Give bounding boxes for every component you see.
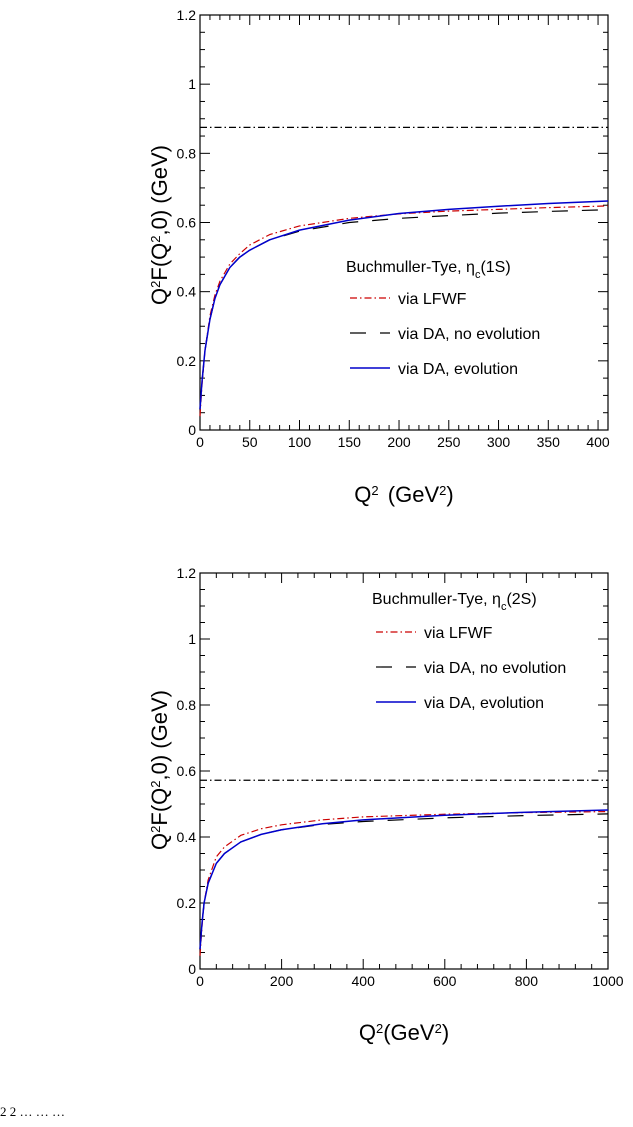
chart-1-panel: 0 50 100 150 200 250 300 350 400 0 0.2 0.4 0.6 0.8 1 1.… bbox=[147, 7, 610, 507]
chart-2-x-tick-label: 800 bbox=[515, 973, 539, 989]
figure-caption: 2 2 … … … bbox=[0, 1104, 65, 1119]
chart-2-panel: 0 200 400 600 800 1000 0 0.2 0.4 0.6 0.8 1 1.2 Q2F(Q… bbox=[147, 565, 624, 1045]
chart-2-x-tick-label: 400 bbox=[352, 973, 376, 989]
chart-1-x-tick-label: 0 bbox=[196, 434, 204, 450]
chart-1-x-tick-label: 350 bbox=[537, 434, 561, 450]
chart-1-x-tick-label: 250 bbox=[437, 434, 461, 450]
chart-2-x-tick-label: 0 bbox=[196, 973, 204, 989]
chart-1-ticks: 0 50 100 150 200 250 300 350 400 0 0.2 0.4 0.6 0.8 1 1.… bbox=[177, 7, 610, 450]
chart-1-y-tick-label: 0.4 bbox=[177, 284, 197, 300]
chart-1-legend: Buchmuller-Tye, ηc(1S) via LFWF via DA, … bbox=[346, 259, 540, 378]
chart-2-legend-title: Buchmuller-Tye, ηc(2S) bbox=[372, 591, 537, 613]
chart-1-series-group bbox=[199, 126, 609, 417]
chart-2-series-lfwf-line bbox=[199, 810, 609, 956]
chart-2-y-tick-label: 0.6 bbox=[177, 763, 197, 779]
chart-2-series-da-evo-line bbox=[199, 809, 609, 950]
chart-1-legend-title: Buchmuller-Tye, ηc(1S) bbox=[346, 259, 511, 281]
chart-1-y-tick-label: 0.8 bbox=[177, 145, 197, 161]
chart-1-y-tick-label: 0.6 bbox=[177, 215, 197, 231]
chart-1-y-tick-label: 0.2 bbox=[177, 353, 197, 369]
chart-2-y-tick-label: 0.2 bbox=[177, 895, 197, 911]
chart-2-y-tick-label: 1 bbox=[188, 631, 196, 647]
chart-1-x-tick-label: 100 bbox=[288, 434, 312, 450]
chart-1-x-tick-label: 150 bbox=[338, 434, 362, 450]
chart-1-legend-label-da-noevo: via DA, no evolution bbox=[398, 326, 540, 343]
chart-1-y-tick-label: 1.2 bbox=[177, 7, 197, 23]
chart-2-x-axis-title: Q2(GeV2) bbox=[359, 1020, 449, 1045]
chart-1-y-axis-title: Q2F(Q2,0) (GeV) bbox=[147, 145, 172, 305]
chart-2-legend: Buchmuller-Tye, ηc(2S) via LFWF via DA, … bbox=[372, 591, 566, 712]
chart-1-x-tick-label: 200 bbox=[387, 434, 411, 450]
chart-1-series-lfwf-line bbox=[199, 205, 609, 417]
chart-2-plot-frame bbox=[199, 572, 609, 970]
chart-1-y-tick-label: 0 bbox=[188, 422, 196, 438]
chart-1-x-tick-label: 400 bbox=[586, 434, 610, 450]
chart-1-series-da-noevo-line bbox=[199, 209, 609, 410]
chart-2-y-tick-label: 1.2 bbox=[177, 565, 197, 581]
chart-2-ticks: 0 200 400 600 800 1000 0 0.2 0.4 0.6 0.8 1 1.2 bbox=[177, 565, 624, 989]
chart-2-y-tick-label: 0.8 bbox=[177, 697, 197, 713]
chart-1-x-tick-label: 300 bbox=[487, 434, 511, 450]
chart-2-y-tick-label: 0.4 bbox=[177, 829, 197, 845]
chart-2-y-axis-title: Q2F(Q2,0) (GeV) bbox=[147, 690, 172, 850]
chart-1-series-da-evo-line bbox=[199, 200, 609, 410]
chart-2-legend-label-lfwf: via LFWF bbox=[424, 625, 493, 642]
chart-1-x-tick-label: 50 bbox=[242, 434, 258, 450]
chart-1-x-axis-title: Q2 (GeV2) bbox=[354, 482, 453, 507]
chart-2-x-tick-label: 200 bbox=[270, 973, 294, 989]
chart-1-legend-label-da-evo: via DA, evolution bbox=[398, 361, 518, 378]
chart-1-y-tick-label: 1 bbox=[188, 76, 196, 92]
chart-2-x-tick-label: 1000 bbox=[592, 973, 623, 989]
chart-2-y-tick-label: 0 bbox=[188, 961, 196, 977]
chart-1-legend-label-lfwf: via LFWF bbox=[398, 291, 467, 308]
chart-2-x-tick-label: 600 bbox=[433, 973, 457, 989]
chart-2-series-group bbox=[199, 779, 609, 956]
chart-2-legend-label-da-evo: via DA, evolution bbox=[424, 695, 544, 712]
chart-2-legend-label-da-noevo: via DA, no evolution bbox=[424, 660, 566, 677]
